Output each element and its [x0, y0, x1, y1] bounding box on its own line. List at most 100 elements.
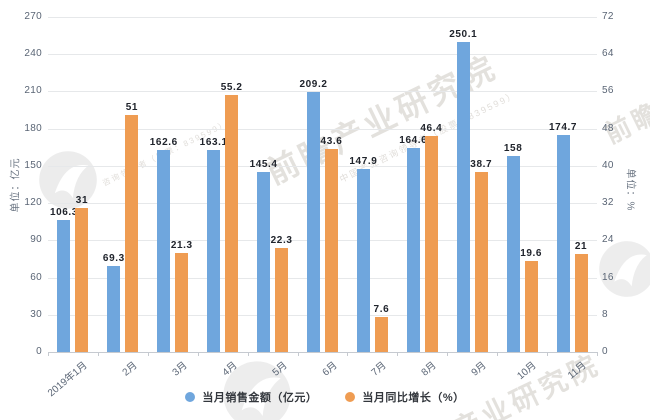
bar-value-label: 162.6 [149, 137, 178, 149]
sales-bar: 145.4 [250, 159, 277, 352]
bar-group: 174.7 21 [547, 17, 597, 352]
x-tick-label: 8月 [419, 360, 439, 379]
x-tick-label: 9月 [469, 360, 489, 379]
bar-value-label: 19.6 [520, 247, 543, 259]
x-tick-label: 11月 [565, 360, 589, 382]
bar-group: 145.4 22.3 [248, 17, 298, 352]
bar-group: 163.1 55.2 [198, 17, 248, 352]
left-axis-tick-label: 240 [24, 48, 42, 60]
bar-value-label: 46.4 [420, 123, 443, 135]
right-axis-tick-label: 72 [602, 11, 614, 22]
gridline [48, 128, 597, 130]
bar-group: 209.2 43.6 [298, 17, 348, 352]
bar-value-label: 51 [125, 101, 139, 113]
left-axis-tick-label: 180 [24, 122, 42, 134]
bar-group: 162.6 21.3 [148, 17, 198, 352]
x-axis-tick [48, 352, 49, 356]
watermark-logo-icon [598, 240, 650, 298]
right-axis-title: 单位：% [624, 168, 636, 212]
growth-bar: 21 [574, 241, 588, 352]
legend-marker-icon [345, 392, 356, 402]
bar-group: 250.1 38.7 [447, 17, 497, 352]
right-axis-tick-label: 0 [602, 346, 608, 357]
x-axis-tick [597, 352, 598, 356]
x-axis-tick [447, 352, 449, 356]
right-axis-tick-label: 32 [602, 197, 614, 209]
sales-bar: 162.6 [150, 137, 177, 352]
bar-value-label: 43.6 [320, 136, 343, 148]
x-axis-tick [147, 352, 149, 356]
legend: 当月销售金额（亿元） 当月同比增长（%） [0, 389, 650, 405]
growth-bar: 43.6 [321, 136, 342, 352]
right-axis-tick-label: 64 [602, 48, 614, 60]
x-tick-label: 3月 [170, 360, 190, 379]
bar-value-label: 21.3 [170, 239, 193, 251]
sales-bar: 106.3 [50, 207, 77, 352]
bar-value-label: 22.3 [270, 235, 293, 247]
bar-value-label: 147.9 [349, 155, 378, 167]
left-axis-tick-label: 150 [24, 159, 42, 171]
sales-bar: 69.3 [103, 253, 124, 352]
legend-item: 当月同比增长（%） [345, 389, 464, 405]
growth-bar: 55.2 [221, 82, 242, 352]
sales-bar: 164.6 [399, 135, 427, 352]
sales-bar: 250.1 [449, 29, 477, 352]
x-axis-tick [397, 352, 399, 356]
bar-value-label: 106.3 [49, 207, 78, 219]
gridline [48, 17, 597, 18]
bar-group: 158 19.6 [497, 17, 547, 352]
x-axis-tick [197, 352, 199, 356]
right-axis-tick-label: 8 [602, 308, 608, 320]
x-tick-label: 6月 [320, 360, 340, 379]
left-axis-tick-label: 30 [30, 308, 42, 320]
growth-bar: 19.6 [520, 248, 541, 352]
left-axis-tick-label: 120 [24, 197, 42, 209]
gridline [48, 240, 597, 242]
bar-value-label: 209.2 [299, 79, 328, 91]
left-axis-tick-label: 90 [30, 234, 42, 246]
growth-bar: 21.3 [171, 240, 192, 352]
growth-bar: 22.3 [271, 235, 292, 352]
bar-value-label: 250.1 [449, 28, 478, 40]
x-tick-label: 10月 [515, 360, 539, 383]
x-tick-label: 2月 [120, 360, 140, 379]
gridline [48, 165, 597, 167]
x-axis-tick [297, 352, 299, 356]
growth-bar: 31 [75, 195, 89, 352]
right-axis-tick-label: 40 [602, 159, 614, 171]
gridline [48, 54, 597, 56]
gridline [48, 314, 597, 316]
right-axis-tick-label: 56 [602, 85, 614, 97]
legend-item: 当月销售金额（亿元） [185, 389, 317, 405]
plot-area: 106.3 31 69.3 51 162.6 21.3 163.1 55.2 145.4 22.3… [48, 17, 598, 356]
x-axis-tick [547, 352, 549, 356]
right-axis-tick-label: 24 [602, 234, 614, 246]
bar-value-label: 174.7 [549, 122, 578, 134]
legend-label: 当月销售金额（亿元） [202, 392, 318, 404]
right-axis-tick-label: 16 [602, 271, 614, 283]
legend-marker-icon [185, 392, 196, 402]
left-axis-tick-label: 210 [24, 85, 42, 97]
x-axis-tick [497, 352, 499, 356]
x-axis-tick [247, 352, 249, 356]
bar-group: 106.3 31 [48, 17, 98, 352]
bar-value-label: 21 [574, 241, 588, 253]
bar-value-label: 145.4 [249, 158, 278, 170]
bar-value-label: 38.7 [470, 158, 493, 170]
bar-value-label: 163.1 [199, 136, 228, 148]
bar-value-label: 31 [75, 194, 89, 206]
left-axis-tick-label: 270 [24, 11, 42, 22]
growth-bar: 7.6 [374, 304, 389, 352]
bar-group: 69.3 51 [98, 17, 148, 352]
gridline [48, 277, 597, 279]
x-axis-tick [97, 352, 99, 356]
sales-bar: 174.7 [549, 122, 576, 352]
x-tick-label: 4月 [220, 360, 240, 379]
bar-value-label: 7.6 [373, 303, 390, 315]
x-axis-tick [347, 352, 349, 356]
gridline [48, 352, 597, 353]
growth-bar: 38.7 [470, 159, 492, 352]
bar-value-label: 164.6 [399, 134, 428, 146]
sales-bar: 163.1 [200, 137, 227, 352]
growth-bar: 46.4 [420, 123, 442, 352]
